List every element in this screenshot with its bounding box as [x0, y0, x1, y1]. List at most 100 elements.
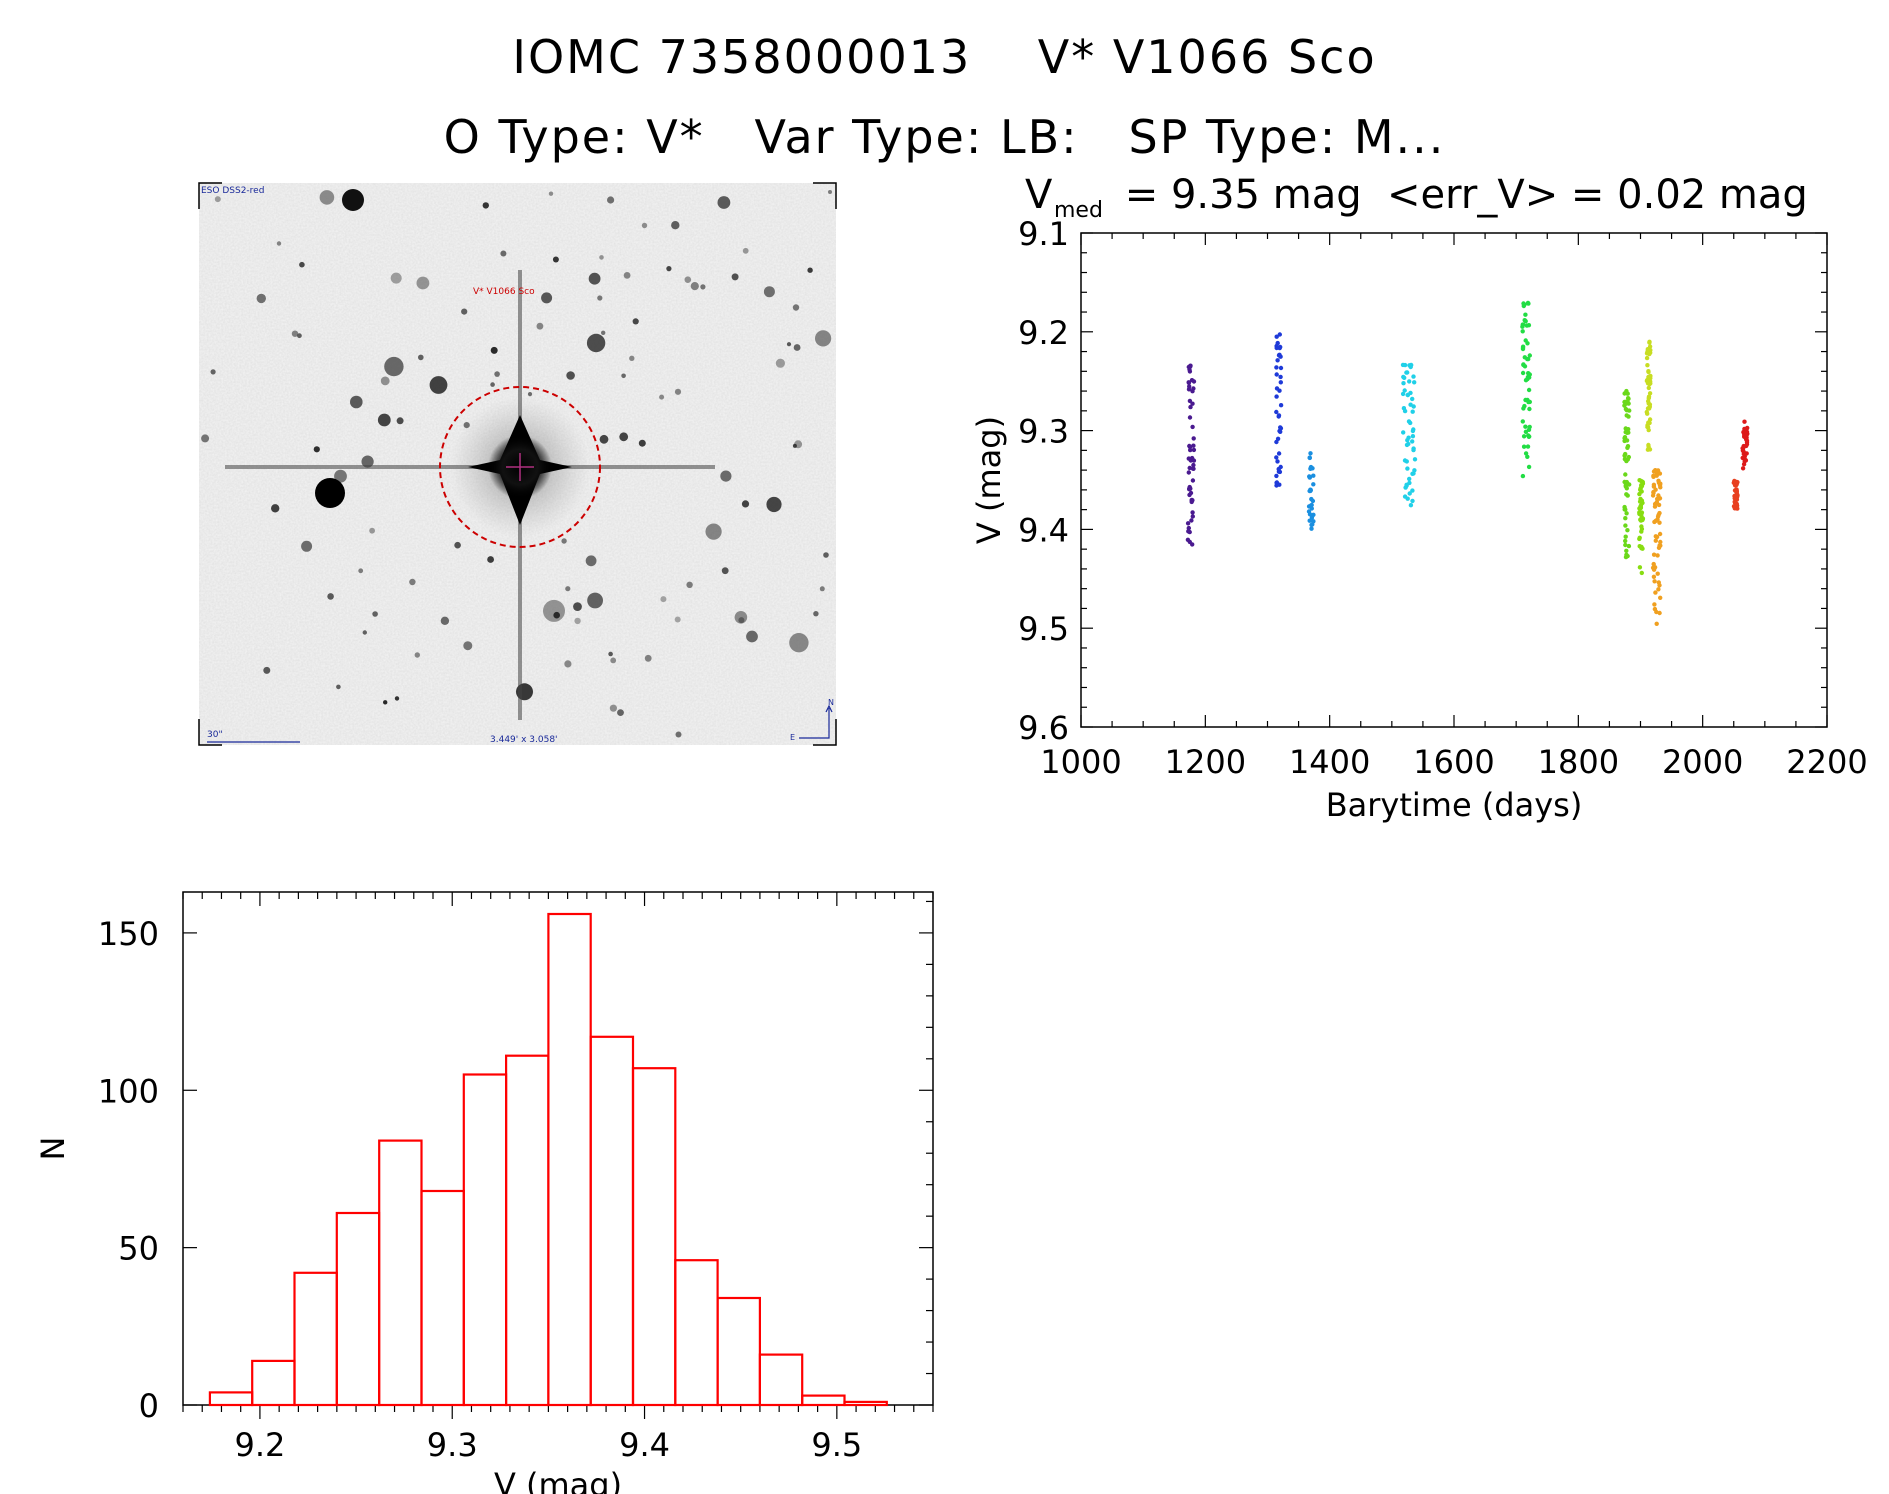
field-star [644, 654, 652, 662]
lightcurve-point [1624, 388, 1629, 394]
lightcurve-point [1657, 471, 1663, 476]
lightcurve-point [1651, 482, 1657, 487]
lightcurve-series [1650, 468, 1663, 626]
lightcurve-point [1527, 375, 1532, 380]
lightcurve-point [1525, 454, 1530, 459]
lightcurve-point [1647, 381, 1652, 387]
field-star [717, 196, 731, 209]
histogram-bar [505, 1054, 550, 1407]
field-star [607, 196, 615, 204]
lightcurve-point [1624, 413, 1629, 418]
field-star [609, 704, 618, 712]
lightcurve-point [1191, 447, 1197, 453]
field-star [807, 267, 813, 273]
histogram-bar [631, 1067, 677, 1407]
field-star [299, 261, 305, 268]
field-star [377, 413, 391, 427]
lightcurve-point [1274, 365, 1279, 370]
field-star [675, 731, 682, 738]
lightcurve-point [1622, 403, 1627, 408]
lightcurve-point [1624, 511, 1629, 516]
x-tick-label: 9.3 [427, 1426, 478, 1464]
lightcurve-point [1276, 451, 1282, 456]
lightcurve-point [1652, 602, 1657, 607]
field-star [686, 581, 693, 588]
field-star [666, 266, 672, 272]
lightcurve-point [1734, 506, 1739, 511]
lightcurve-point [1407, 379, 1412, 384]
north-label: N [828, 698, 834, 707]
field-star [610, 657, 617, 664]
lightcurve-point [1647, 351, 1652, 357]
lightcurve-series [1400, 362, 1418, 508]
lightcurve-point [1187, 492, 1192, 498]
lightcurve-point [1278, 380, 1284, 385]
lightcurve-point [1407, 476, 1412, 482]
field-star [369, 527, 375, 534]
x-tick-label: 1400 [1289, 743, 1370, 781]
lightcurve-point [1651, 469, 1657, 474]
field-star [409, 578, 416, 586]
histogram-bar [758, 1353, 804, 1407]
field-star [490, 382, 495, 387]
lightcurve-point [1311, 519, 1316, 524]
lightcurve-point [1311, 512, 1316, 517]
lightcurve-point [1412, 380, 1417, 385]
lightcurve-point [1410, 428, 1416, 434]
field-star [684, 276, 692, 284]
lightcurve-point [1410, 439, 1415, 444]
lightcurve-point [1654, 473, 1659, 478]
east-label: E [790, 733, 795, 742]
lightcurve-point [1408, 402, 1413, 407]
lightcurve-point [1740, 466, 1746, 471]
field-star [201, 434, 210, 443]
lightcurve-point [1410, 498, 1415, 504]
lightcurve-point [1402, 362, 1408, 368]
histogram-bar [547, 912, 592, 1407]
x-tick-label: 9.4 [619, 1426, 670, 1464]
lightcurve-point [1637, 565, 1643, 570]
lightcurve-point [1653, 538, 1659, 543]
lightcurve-point [1623, 472, 1628, 477]
lightcurve-point [1274, 455, 1279, 460]
lightcurve-point [1402, 388, 1407, 393]
lightcurve-point [1639, 544, 1644, 550]
lightcurve-point [1186, 470, 1192, 475]
lightcurve-point [1625, 528, 1630, 533]
lightcurve-title-sub: med [1054, 198, 1103, 223]
lightcurve-point [1307, 518, 1312, 523]
lightcurve-point [1740, 448, 1746, 453]
lightcurve-point [1189, 499, 1194, 505]
field-star [334, 469, 347, 483]
field-star [548, 191, 554, 196]
x-tick-label: 2200 [1786, 743, 1867, 781]
lightcurve-point [1626, 430, 1631, 435]
field-star [828, 190, 832, 194]
lightcurve-point [1623, 534, 1628, 539]
field-star [383, 700, 388, 705]
lightcurve-point [1638, 518, 1644, 523]
lightcurve-point [1308, 466, 1313, 471]
lightcurve-point [1743, 458, 1749, 463]
lightcurve-point [1404, 442, 1410, 448]
y-axis-label: V (mag) [970, 416, 1008, 544]
lightcurve-point [1410, 434, 1416, 439]
lightcurve-point [1527, 424, 1532, 430]
x-axis-label: Barytime (days) [1326, 786, 1583, 824]
lightcurve-series [1306, 451, 1316, 531]
field-star [482, 202, 489, 209]
lightcurve-point [1191, 462, 1196, 468]
lightcurve-point [1274, 334, 1279, 339]
lightcurve-point [1278, 425, 1283, 430]
lightcurve-point [1403, 485, 1408, 490]
lightcurve-point [1407, 491, 1412, 496]
lightcurve-series [1731, 478, 1740, 511]
field-star [746, 630, 758, 643]
histogram-bar [589, 1035, 635, 1407]
finder-frame [198, 182, 837, 746]
field-star [674, 388, 682, 395]
field-star [792, 304, 800, 311]
bright-field-star [342, 189, 364, 211]
lightcurve-point [1402, 408, 1408, 414]
lightcurve-point [1527, 399, 1533, 405]
